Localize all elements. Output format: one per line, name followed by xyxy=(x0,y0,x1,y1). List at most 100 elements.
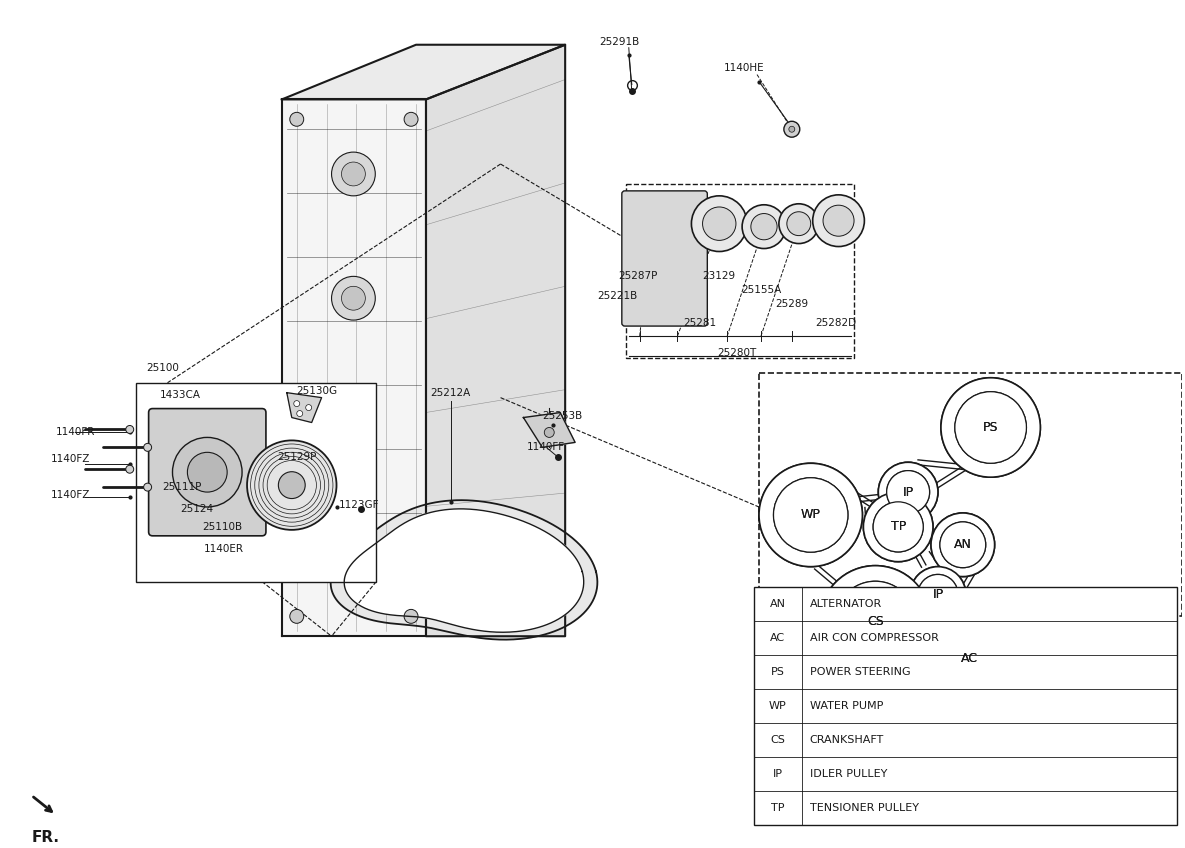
Text: 1140ER: 1140ER xyxy=(204,544,244,554)
Text: 25111P: 25111P xyxy=(162,483,203,492)
Text: 25281: 25281 xyxy=(683,318,716,328)
Circle shape xyxy=(918,574,957,615)
Circle shape xyxy=(789,126,795,132)
Circle shape xyxy=(878,462,939,522)
FancyBboxPatch shape xyxy=(622,191,707,326)
Circle shape xyxy=(886,471,929,514)
Text: AIR CON COMPRESSOR: AIR CON COMPRESSOR xyxy=(809,633,939,643)
Circle shape xyxy=(404,112,418,126)
Circle shape xyxy=(886,471,929,514)
Polygon shape xyxy=(287,393,321,422)
Circle shape xyxy=(820,566,931,677)
Text: CS: CS xyxy=(867,615,884,628)
Circle shape xyxy=(940,522,986,567)
Circle shape xyxy=(341,162,365,186)
Polygon shape xyxy=(344,509,584,633)
Text: WP: WP xyxy=(801,509,821,522)
Circle shape xyxy=(873,502,923,552)
Circle shape xyxy=(955,392,1026,463)
Polygon shape xyxy=(331,500,597,639)
Circle shape xyxy=(760,463,863,566)
Text: WATER PUMP: WATER PUMP xyxy=(809,700,883,711)
Circle shape xyxy=(820,566,931,677)
Circle shape xyxy=(864,492,933,561)
Circle shape xyxy=(143,483,152,491)
Circle shape xyxy=(941,377,1040,477)
Circle shape xyxy=(126,426,134,433)
Circle shape xyxy=(290,112,303,126)
Circle shape xyxy=(306,404,312,410)
Text: IDLER PULLEY: IDLER PULLEY xyxy=(809,769,888,779)
Circle shape xyxy=(691,196,747,252)
Text: IP: IP xyxy=(933,588,943,601)
Text: 25212A: 25212A xyxy=(430,388,470,398)
Text: CS: CS xyxy=(867,615,884,628)
Circle shape xyxy=(742,204,786,248)
Circle shape xyxy=(783,121,800,137)
Text: 1140FF: 1140FF xyxy=(527,443,565,452)
Text: 25110B: 25110B xyxy=(203,522,242,532)
Text: IP: IP xyxy=(903,486,914,499)
Circle shape xyxy=(341,525,365,549)
Polygon shape xyxy=(282,45,565,99)
Text: TP: TP xyxy=(891,521,905,533)
Circle shape xyxy=(813,195,864,247)
Bar xyxy=(626,184,854,358)
Circle shape xyxy=(703,207,736,240)
Circle shape xyxy=(779,204,819,243)
Circle shape xyxy=(760,463,863,566)
Circle shape xyxy=(835,581,915,661)
Text: 25155A: 25155A xyxy=(741,285,781,295)
Text: AN: AN xyxy=(954,538,972,551)
Circle shape xyxy=(294,400,300,406)
Circle shape xyxy=(924,612,1016,704)
Circle shape xyxy=(931,513,994,577)
Circle shape xyxy=(187,452,228,492)
Circle shape xyxy=(918,574,957,615)
Circle shape xyxy=(332,152,376,196)
Text: IP: IP xyxy=(903,486,914,499)
Text: TP: TP xyxy=(891,521,905,533)
Circle shape xyxy=(824,205,854,237)
Circle shape xyxy=(937,625,1003,691)
Text: ALTERNATOR: ALTERNATOR xyxy=(809,599,882,609)
Circle shape xyxy=(290,610,303,623)
Text: AC: AC xyxy=(961,651,979,665)
Bar xyxy=(136,382,377,582)
Circle shape xyxy=(278,471,306,499)
Text: 1140FR: 1140FR xyxy=(56,427,95,438)
Text: WP: WP xyxy=(769,700,787,711)
Circle shape xyxy=(878,462,939,522)
Text: POWER STEERING: POWER STEERING xyxy=(809,667,910,677)
Text: IP: IP xyxy=(933,588,943,601)
Text: CS: CS xyxy=(770,735,786,745)
Circle shape xyxy=(404,610,418,623)
Text: 25124: 25124 xyxy=(180,504,213,514)
Text: 25282D: 25282D xyxy=(815,318,856,328)
Text: AN: AN xyxy=(770,599,786,609)
Circle shape xyxy=(332,515,376,559)
Circle shape xyxy=(341,410,365,434)
Text: PS: PS xyxy=(982,421,999,434)
Text: 25129P: 25129P xyxy=(277,452,316,462)
Circle shape xyxy=(940,522,986,567)
Text: 25130G: 25130G xyxy=(296,386,338,396)
Polygon shape xyxy=(425,45,565,636)
Bar xyxy=(760,373,1181,616)
Text: 1140FZ: 1140FZ xyxy=(51,455,90,465)
Text: 25287P: 25287P xyxy=(619,271,658,282)
Text: 25289: 25289 xyxy=(775,299,808,310)
Text: 25221B: 25221B xyxy=(597,291,638,301)
Circle shape xyxy=(126,466,134,473)
Circle shape xyxy=(774,477,848,552)
Circle shape xyxy=(173,438,242,507)
Text: 25280T: 25280T xyxy=(718,348,757,358)
Text: IP: IP xyxy=(773,769,783,779)
Text: PS: PS xyxy=(771,667,784,677)
Circle shape xyxy=(751,214,777,240)
Circle shape xyxy=(143,444,152,451)
Polygon shape xyxy=(282,99,425,636)
Text: TP: TP xyxy=(771,803,784,813)
Circle shape xyxy=(937,625,1003,691)
FancyBboxPatch shape xyxy=(148,409,265,536)
